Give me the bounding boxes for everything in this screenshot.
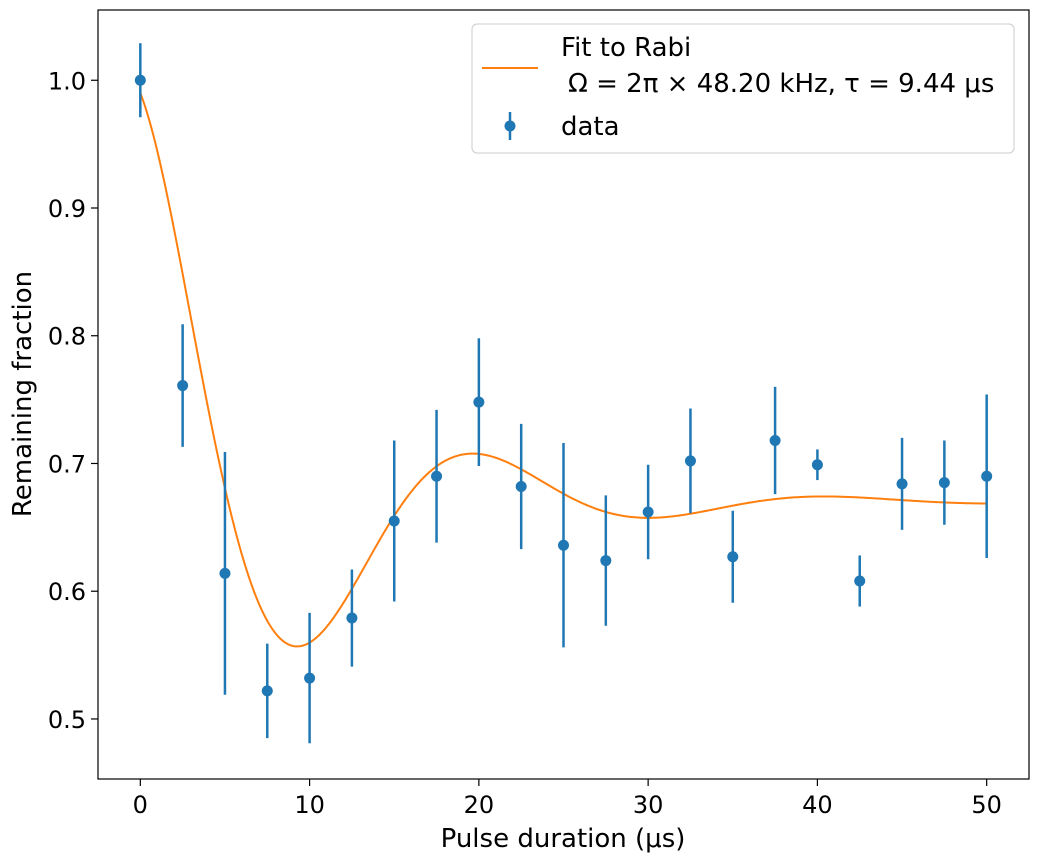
data-point xyxy=(431,470,443,482)
data-point xyxy=(896,478,908,490)
data-point xyxy=(261,685,273,697)
data-point xyxy=(600,555,612,567)
data-point xyxy=(473,396,485,408)
x-tick-label: 0 xyxy=(133,791,148,819)
data-point xyxy=(727,551,739,563)
legend: Fit to Rabi Ω = 2π × 48.20 kHz, τ = 9.44… xyxy=(471,23,1015,154)
data-point xyxy=(981,470,993,482)
x-axis-ticks: 0 10 20 30 40 50 xyxy=(133,779,1002,819)
y-axis-label: Remaining fraction xyxy=(8,271,38,517)
y-tick-label: 0.8 xyxy=(48,323,86,351)
x-tick-label: 10 xyxy=(294,791,325,819)
x-tick-label: 30 xyxy=(633,791,664,819)
data-point xyxy=(558,539,569,551)
data-point xyxy=(304,672,316,684)
legend-fit-label-line1: Fit to Rabi xyxy=(561,33,691,63)
y-tick-label: 0.5 xyxy=(48,706,86,734)
data-point xyxy=(219,567,231,579)
y-tick-label: 0.7 xyxy=(48,450,86,478)
data-point xyxy=(642,506,654,518)
x-tick-label: 40 xyxy=(802,791,833,819)
data-point xyxy=(388,515,400,527)
data-point xyxy=(346,612,358,624)
legend-box xyxy=(471,23,1015,154)
plot-area-frame xyxy=(97,9,1030,780)
data-point xyxy=(177,380,189,392)
y-axis-ticks: 0.5 0.6 0.7 0.8 0.9 1.0 xyxy=(48,67,98,734)
data-point xyxy=(938,477,950,489)
legend-data-label: data xyxy=(561,112,620,142)
data-point xyxy=(769,434,781,446)
legend-data-marker xyxy=(504,120,516,132)
y-tick-label: 1.0 xyxy=(48,67,86,95)
data-point xyxy=(684,455,696,467)
data-point xyxy=(134,74,146,86)
y-tick-label: 0.9 xyxy=(48,195,86,223)
x-tick-label: 50 xyxy=(971,791,1002,819)
legend-fit-label-line2: Ω = 2π × 48.20 kHz, τ = 9.44 μs xyxy=(568,69,994,99)
y-tick-label: 0.6 xyxy=(48,578,86,606)
data-point xyxy=(811,459,823,471)
data-point xyxy=(515,480,527,492)
data-layer xyxy=(134,43,993,744)
data-point xyxy=(854,575,866,587)
x-axis-label: Pulse duration (μs) xyxy=(441,824,686,854)
x-tick-label: 20 xyxy=(464,791,495,819)
